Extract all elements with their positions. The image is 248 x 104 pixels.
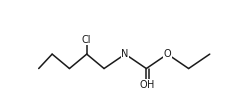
Text: N: N: [122, 49, 129, 59]
Text: Cl: Cl: [82, 35, 92, 45]
Text: O: O: [164, 49, 171, 59]
Text: H: H: [148, 80, 155, 90]
Text: O: O: [139, 80, 147, 90]
